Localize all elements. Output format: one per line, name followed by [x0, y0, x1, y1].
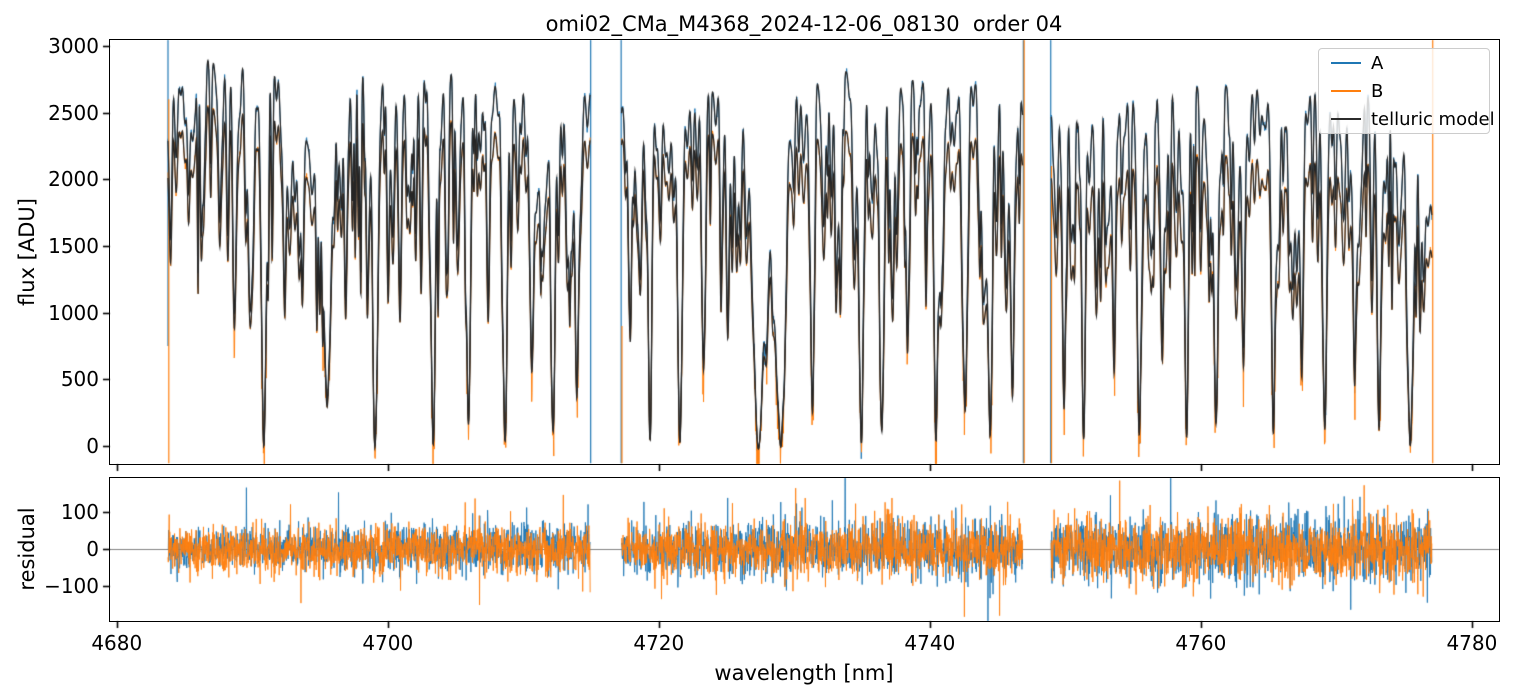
- chart-title: omi02_CMa_M4368_2024-12-06_08130 order 0…: [545, 12, 1063, 36]
- flux-y-tick-label: 1000: [48, 300, 99, 325]
- x-tick-label: 4760: [1175, 631, 1227, 655]
- wavelength-axis-label: wavelength [nm]: [714, 661, 894, 685]
- legend-label-telluric: telluric model: [1371, 108, 1495, 130]
- flux-axis-label: flux [ADU]: [15, 198, 39, 306]
- flux-y-tick-label: 0: [86, 434, 99, 458]
- x-tick-label: 4700: [362, 631, 414, 655]
- legend-line-telluric: [1331, 118, 1361, 120]
- x-tick-label: 4780: [1446, 631, 1498, 655]
- flux-y-tick-label: 1500: [48, 234, 99, 258]
- legend-box: A B telluric model: [1318, 48, 1495, 134]
- legend-label-b: B: [1371, 80, 1384, 102]
- residual-y-tick-label: −100: [44, 574, 99, 599]
- legend-entry-telluric: telluric model: [1331, 108, 1495, 130]
- legend-label-a: A: [1371, 52, 1384, 74]
- x-tick-label: 4680: [91, 631, 143, 655]
- residual-axis-label: residual: [15, 507, 39, 591]
- legend-entry-a: A: [1331, 52, 1489, 74]
- flux-y-tick-label: 2000: [48, 167, 99, 192]
- flux-y-tick-label: 2500: [48, 100, 99, 125]
- legend-line-a: [1331, 62, 1361, 64]
- legend-line-b: [1331, 90, 1361, 92]
- flux-y-tick-label: 3000: [48, 34, 99, 58]
- flux-y-tick-label: 500: [60, 367, 99, 392]
- residual-y-tick-label: 100: [60, 499, 99, 524]
- x-tick-label: 4740: [904, 631, 956, 655]
- residual-y-tick-label: 0: [86, 537, 99, 562]
- x-tick-label: 4720: [633, 631, 685, 655]
- legend-entry-b: B: [1331, 80, 1489, 102]
